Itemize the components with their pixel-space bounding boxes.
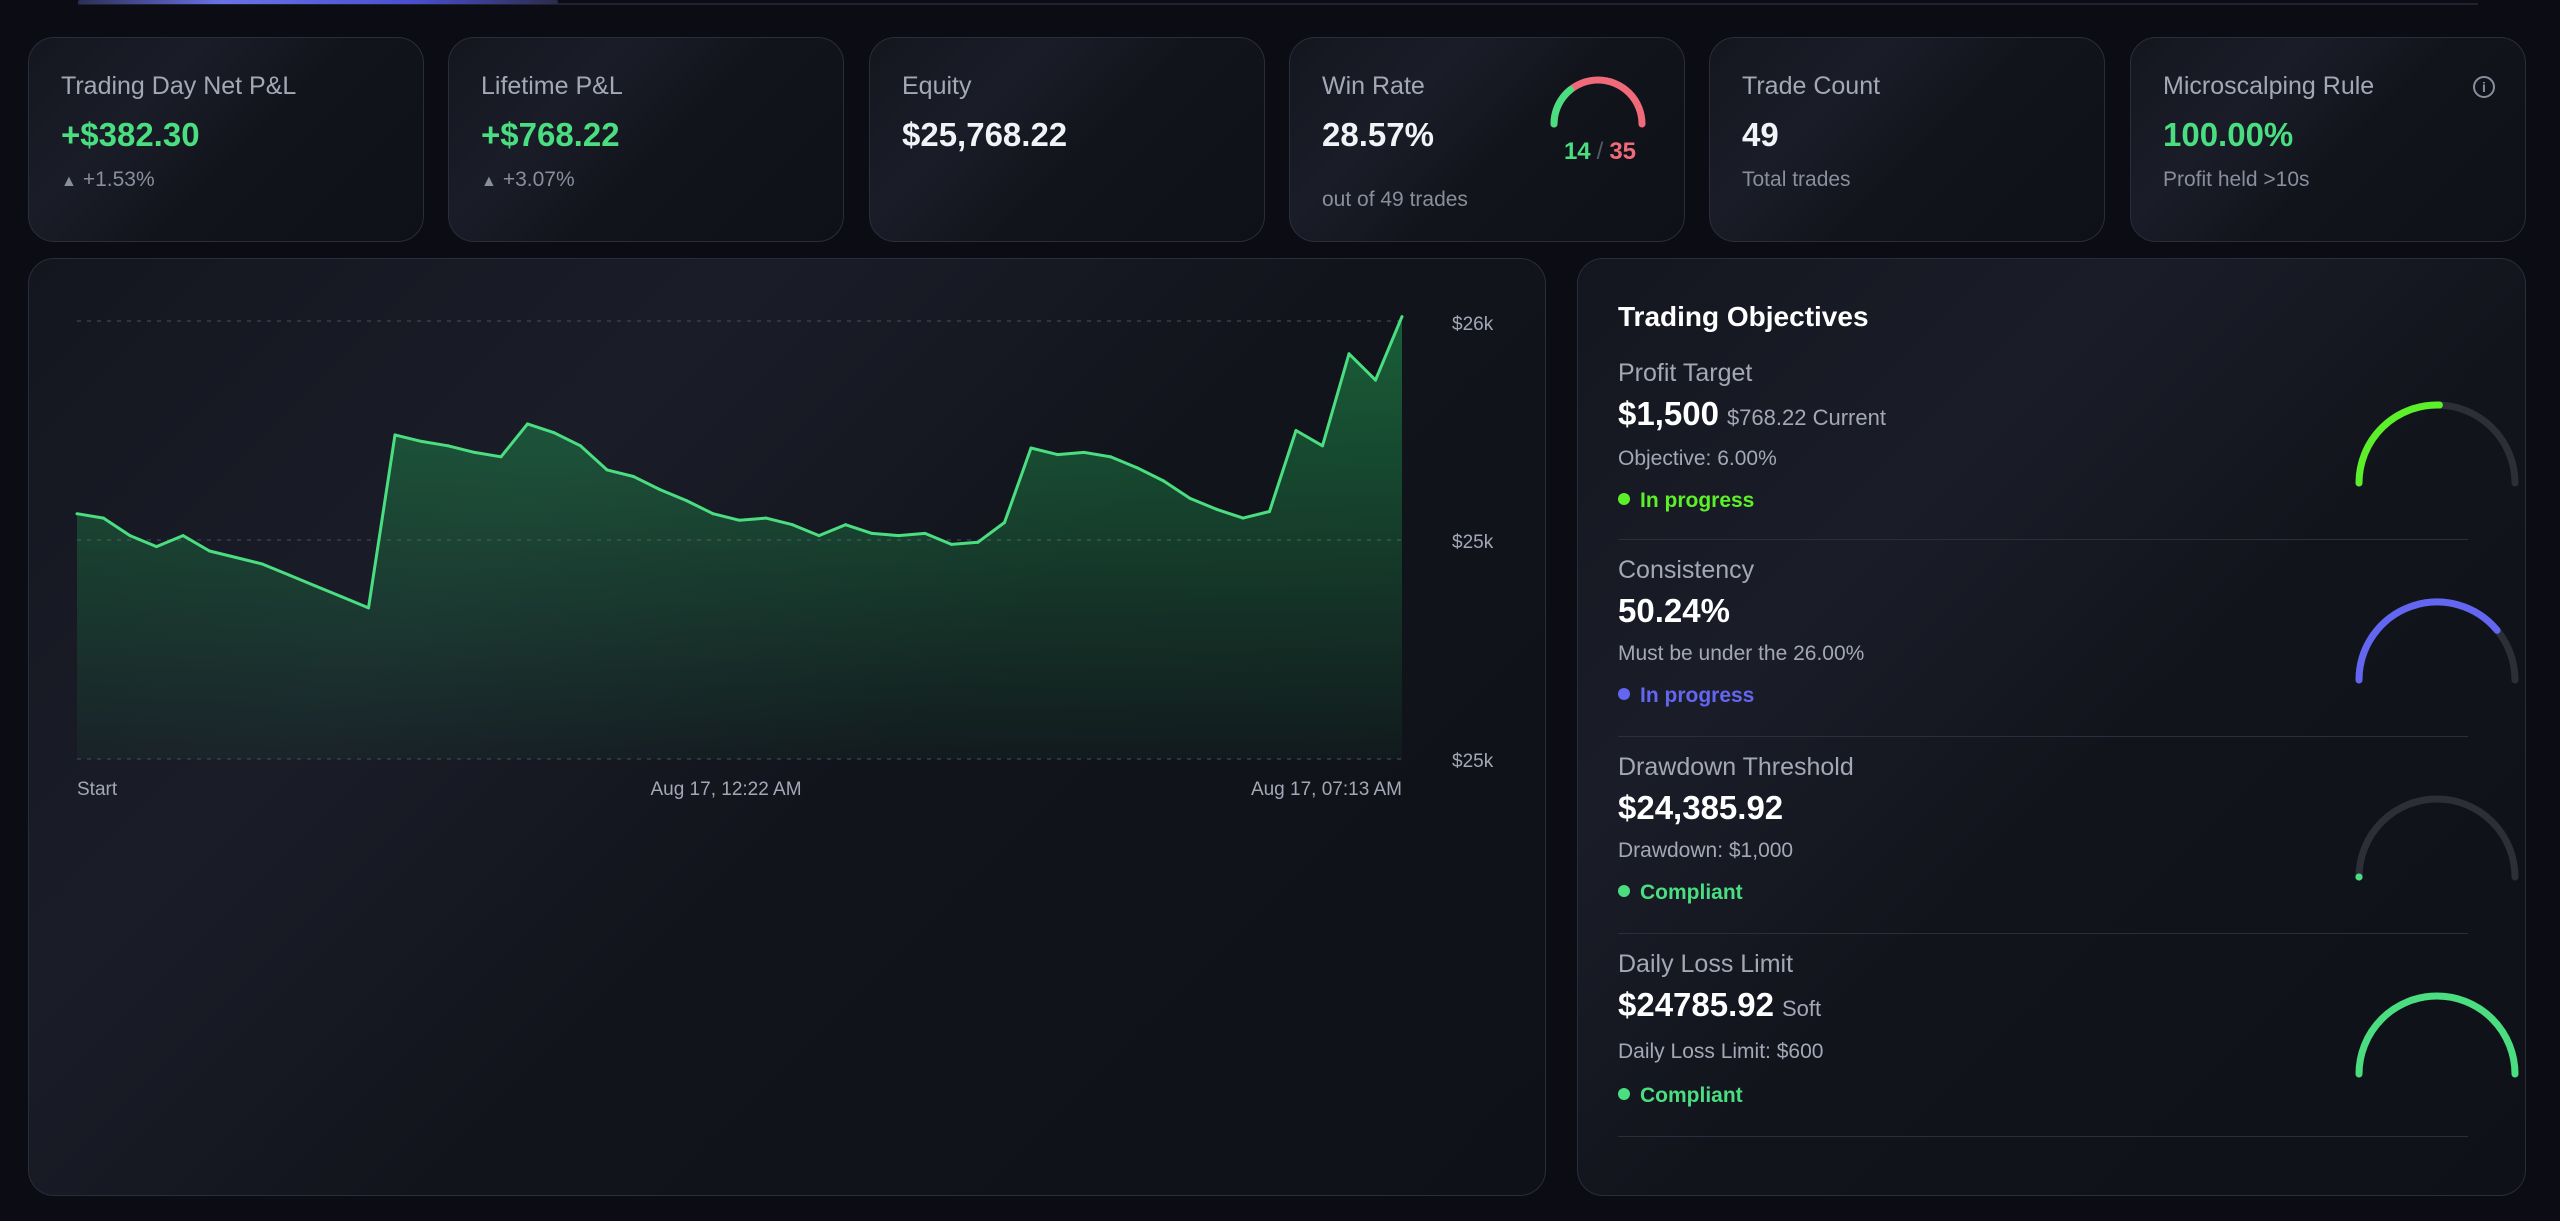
lifetime-pnl-value: +$768.22 bbox=[481, 116, 620, 153]
objective-label: Daily Loss Limit bbox=[1618, 950, 1794, 978]
objective-status-text: In progress bbox=[1640, 684, 1755, 707]
objective-value-main: $24785.92 bbox=[1618, 986, 1774, 1023]
equity-chart: $26k $25k $25k Start Aug 17, 12:22 AM Au… bbox=[75, 314, 1494, 800]
objective-status: Compliant bbox=[1618, 1084, 1743, 1108]
objective-value: 50.24% bbox=[1618, 592, 1738, 630]
objective-status: Compliant bbox=[1618, 881, 1743, 905]
gauge-fill bbox=[2355, 598, 2501, 684]
objective-value-aside: $768.22 Current bbox=[1726, 405, 1886, 430]
win-rate-gauge-losses bbox=[1550, 76, 1646, 128]
equity-card: Equity $25,768.22 bbox=[869, 37, 1265, 242]
objective-gauge bbox=[2355, 992, 2519, 1078]
status-dot-icon bbox=[1618, 688, 1630, 701]
objective-value-main: 50.24% bbox=[1618, 592, 1730, 629]
up-triangle-icon: ▲ bbox=[61, 173, 77, 190]
info-icon[interactable]: i bbox=[2473, 76, 2495, 98]
y-tick-top: $26k bbox=[1452, 314, 1494, 335]
x-tick-start: Start bbox=[77, 779, 118, 800]
objective-label: Drawdown Threshold bbox=[1618, 753, 1854, 781]
equity-area bbox=[77, 316, 1402, 759]
objective-status: In progress bbox=[1618, 684, 1754, 708]
equity-line bbox=[76, 316, 1404, 610]
objective-value: $24785.92 Soft bbox=[1618, 986, 1821, 1024]
win-loss-counts: 14/35 bbox=[1550, 138, 1650, 166]
objective-divider bbox=[1618, 736, 2468, 737]
objective-desc: Drawdown: $1,000 bbox=[1618, 839, 1794, 862]
microscalping-card: Microscalping Rule i 100.00% Profit held… bbox=[2130, 37, 2526, 242]
objective-daily-loss-limit: Daily Loss Limit $24785.92 Soft Daily Los… bbox=[1618, 950, 2519, 1148]
objective-value-aside: Soft bbox=[1782, 996, 1822, 1021]
objective-gauge bbox=[2355, 598, 2519, 684]
top-progress-track bbox=[78, 3, 2478, 5]
win-rate-label: Win Rate bbox=[1322, 72, 1425, 100]
win-rate-value: 28.57% bbox=[1322, 116, 1434, 153]
win-rate-gauge-wins bbox=[1550, 86, 1575, 128]
win-rate-gauge bbox=[1550, 76, 1646, 128]
equity-value: $25,768.22 bbox=[902, 116, 1068, 153]
objective-value: $1,500 $768.22 Current bbox=[1618, 395, 1886, 433]
gauge-fill bbox=[2355, 992, 2519, 1078]
lifetime-pnl-change-value: +3.07% bbox=[502, 168, 575, 191]
objective-desc: Must be under the 26.00% bbox=[1618, 642, 1865, 665]
objective-drawdown-threshold: Drawdown Threshold $24,385.92 Drawdown: … bbox=[1618, 753, 2519, 951]
lifetime-pnl-card: Lifetime P&L +$768.22 ▲ +3.07% bbox=[448, 37, 844, 242]
objective-label: Consistency bbox=[1618, 556, 1755, 584]
day-pnl-card: Trading Day Net P&L +$382.30 ▲ +1.53% bbox=[28, 37, 424, 242]
trade-count-value: 49 bbox=[1742, 116, 1779, 153]
lifetime-pnl-change: ▲ +3.07% bbox=[481, 168, 575, 192]
trade-count-label: Trade Count bbox=[1742, 72, 1881, 100]
x-tick-middle: Aug 17, 12:22 AM bbox=[650, 779, 801, 800]
lifetime-pnl-label: Lifetime P&L bbox=[481, 72, 623, 100]
objective-gauge bbox=[2355, 795, 2519, 881]
objective-value-main: $24,385.92 bbox=[1618, 789, 1784, 826]
x-tick-end: Aug 17, 07:13 AM bbox=[1251, 779, 1402, 800]
win-rate-card: Win Rate 28.57% 14/35 out of 49 trades bbox=[1289, 37, 1685, 242]
objective-value: $24,385.92 bbox=[1618, 789, 1791, 827]
day-pnl-change-value: +1.53% bbox=[82, 168, 155, 191]
microscalping-label: Microscalping Rule bbox=[2163, 72, 2375, 100]
objective-divider bbox=[1618, 1136, 2468, 1137]
y-tick-middle: $25k bbox=[1452, 532, 1494, 553]
objective-label: Profit Target bbox=[1618, 359, 1753, 387]
gauge-track bbox=[2355, 598, 2519, 684]
objective-divider bbox=[1618, 539, 2468, 540]
day-pnl-value: +$382.30 bbox=[61, 116, 200, 153]
objectives-title: Trading Objectives bbox=[1618, 301, 1869, 332]
win-rate-sub: out of 49 trades bbox=[1322, 188, 1468, 211]
trading-objectives-card: Trading Objectives Profit Target $1,500 $… bbox=[1577, 258, 2526, 1196]
objective-profit-target: Profit Target $1,500 $768.22 Current Obje… bbox=[1618, 359, 2519, 557]
up-triangle-icon: ▲ bbox=[481, 173, 497, 190]
win-count: 14 bbox=[1563, 138, 1591, 165]
y-tick-bottom: $25k bbox=[1452, 751, 1494, 772]
day-pnl-change: ▲ +1.53% bbox=[61, 168, 155, 192]
objective-desc: Objective: 6.00% bbox=[1618, 447, 1777, 470]
day-pnl-label: Trading Day Net P&L bbox=[61, 72, 297, 100]
objective-gauge bbox=[2355, 401, 2519, 487]
objective-divider bbox=[1618, 933, 2468, 934]
objective-desc: Daily Loss Limit: $600 bbox=[1618, 1040, 1824, 1063]
gauge-fill bbox=[2355, 401, 2443, 487]
trade-count-sub: Total trades bbox=[1742, 168, 1851, 191]
gauge-track bbox=[2355, 795, 2519, 881]
status-dot-icon bbox=[1618, 1088, 1630, 1101]
objective-status-text: Compliant bbox=[1640, 1084, 1743, 1107]
gauge-track bbox=[2355, 401, 2519, 487]
microscalping-value: 100.00% bbox=[2163, 116, 2294, 153]
loss-count: 35 bbox=[1609, 138, 1637, 165]
gauge-track bbox=[2355, 992, 2519, 1078]
top-progress-bar bbox=[78, 0, 558, 4]
objective-status-text: In progress bbox=[1640, 489, 1755, 512]
equity-chart-card: $26k $25k $25k Start Aug 17, 12:22 AM Au… bbox=[28, 258, 1546, 1196]
objective-status: In progress bbox=[1618, 489, 1754, 513]
objective-status-text: Compliant bbox=[1640, 881, 1743, 904]
trade-count-card: Trade Count 49 Total trades bbox=[1709, 37, 2105, 242]
objective-value-main: $1,500 bbox=[1618, 395, 1719, 432]
objective-consistency: Consistency 50.24% Must be under the 26.… bbox=[1618, 556, 2519, 754]
status-dot-icon bbox=[1618, 493, 1630, 506]
equity-label: Equity bbox=[902, 72, 972, 100]
microscalping-sub: Profit held >10s bbox=[2163, 168, 2310, 191]
status-dot-icon bbox=[1618, 885, 1630, 898]
win-loss-separator: / bbox=[1596, 138, 1604, 165]
